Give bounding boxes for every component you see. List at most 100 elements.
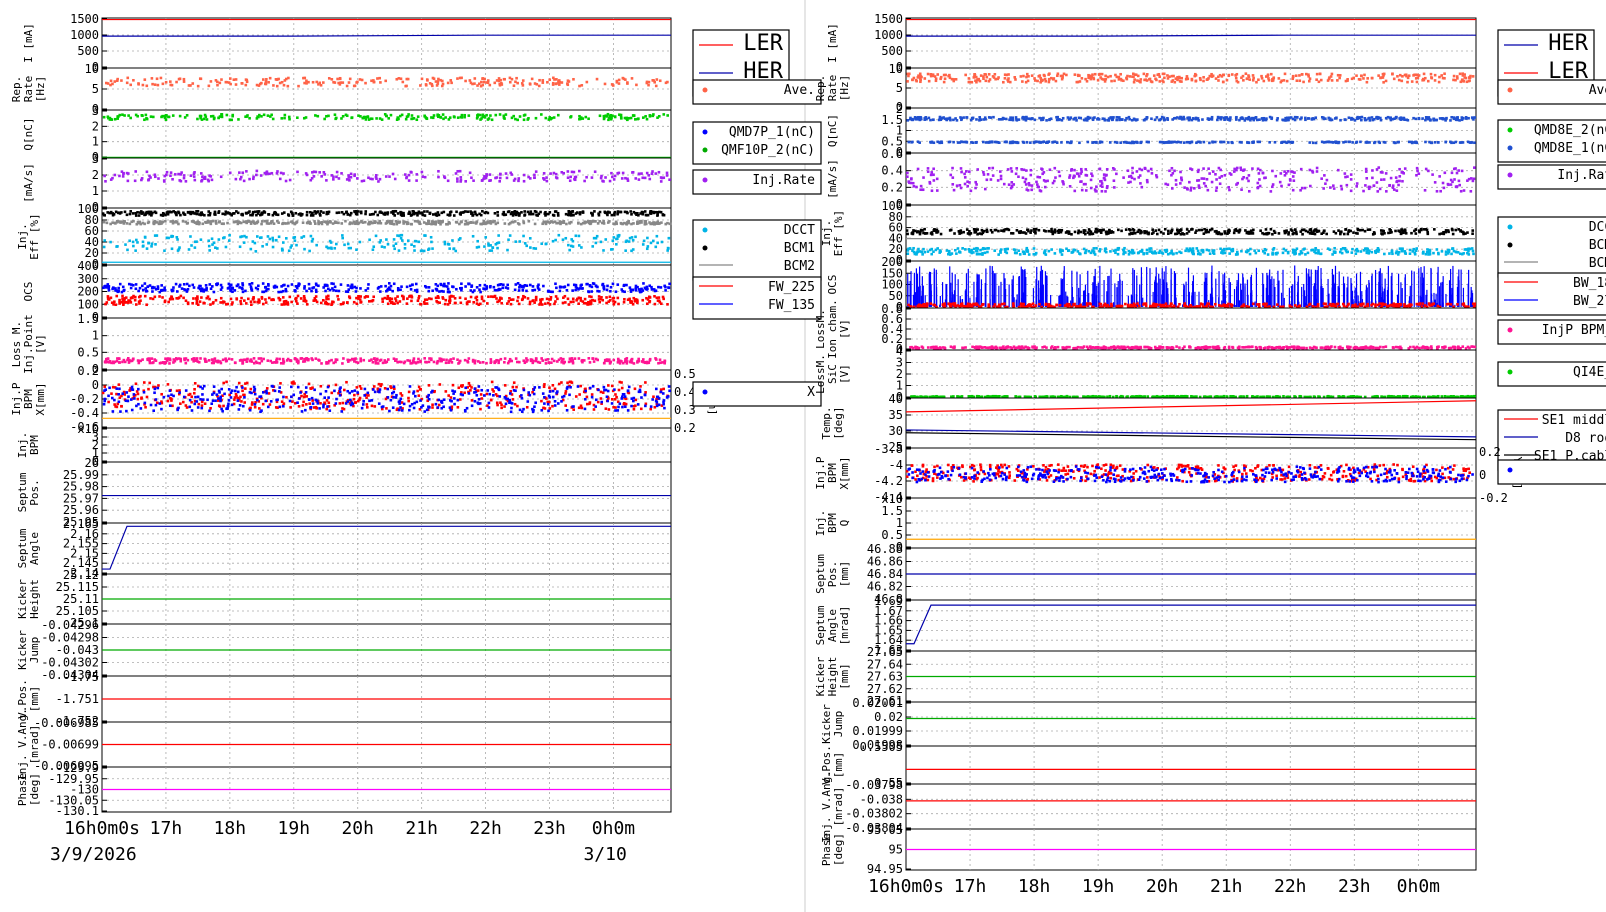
series-point	[282, 172, 285, 175]
series-point	[415, 290, 419, 294]
series-point	[527, 117, 530, 120]
series-point	[417, 240, 421, 244]
series-point	[434, 296, 438, 300]
series-point	[1279, 80, 1283, 84]
series-point	[372, 295, 375, 299]
series-point	[259, 410, 262, 414]
series-point	[574, 283, 578, 287]
series-point	[166, 383, 170, 386]
series-point	[223, 392, 226, 396]
series-point	[560, 400, 563, 403]
series-point	[1180, 76, 1184, 80]
series-point	[533, 386, 537, 389]
series-point	[423, 175, 427, 179]
series-point	[571, 405, 574, 408]
series-point	[160, 392, 163, 396]
series-point	[422, 221, 426, 224]
series-point	[497, 241, 501, 244]
series-point	[349, 172, 353, 176]
series-point	[283, 113, 287, 117]
series-point	[392, 238, 396, 241]
series-point	[1092, 77, 1096, 81]
series-point	[143, 294, 147, 298]
series-point	[1170, 74, 1174, 78]
series-point	[254, 250, 258, 253]
series-point	[126, 301, 130, 304]
series-point	[346, 290, 350, 294]
series-point	[476, 84, 479, 87]
series-point	[190, 357, 194, 361]
series-point	[1234, 76, 1238, 80]
legend-box	[692, 79, 822, 105]
series-point	[648, 177, 652, 181]
series-point	[596, 358, 600, 362]
series-point	[556, 360, 559, 363]
series-point	[354, 401, 358, 404]
series-point	[617, 359, 621, 363]
series-point	[444, 390, 448, 393]
series-point	[276, 170, 279, 173]
series-point	[1049, 76, 1053, 80]
series-point	[150, 211, 154, 215]
series-point	[1236, 80, 1240, 84]
series-point	[157, 177, 160, 180]
y-tick-label: 1500	[70, 12, 99, 26]
series-point	[190, 409, 194, 412]
series-point	[285, 395, 288, 399]
series-point	[485, 361, 488, 365]
series-point	[346, 213, 350, 216]
series-point	[196, 84, 200, 88]
series-point	[501, 212, 505, 216]
series-point	[335, 289, 338, 293]
series-point	[195, 300, 199, 303]
series-point	[1308, 79, 1311, 83]
series-point	[528, 177, 532, 180]
series-point	[105, 301, 109, 304]
series-point	[374, 174, 378, 177]
series-point	[493, 360, 497, 363]
series-point	[237, 220, 240, 224]
series-point	[152, 385, 155, 389]
series-point	[401, 80, 405, 84]
series-point	[164, 357, 168, 361]
series-point	[579, 384, 582, 388]
series-point	[458, 286, 462, 290]
series-point	[327, 401, 331, 405]
series-point	[1194, 74, 1198, 77]
series-point	[220, 286, 224, 289]
series-point	[141, 358, 144, 361]
series-point	[394, 299, 398, 303]
series-point	[598, 114, 602, 118]
series-point	[143, 282, 147, 285]
series-point	[279, 391, 283, 394]
series-point	[293, 222, 297, 226]
series-point	[362, 399, 365, 403]
series-point	[256, 300, 259, 304]
series-point	[421, 213, 425, 216]
series-point	[486, 302, 489, 305]
y-axis-label: OCS	[22, 282, 35, 302]
series-point	[591, 357, 594, 360]
series-point	[605, 296, 608, 299]
series-point	[131, 212, 135, 215]
series-point	[388, 282, 391, 285]
series-point	[642, 360, 646, 364]
series-point	[363, 220, 367, 224]
series-point	[239, 235, 242, 239]
series-point	[1267, 77, 1270, 80]
series-point	[314, 282, 318, 286]
series-point	[606, 284, 609, 288]
series-point	[632, 399, 635, 403]
series-point	[357, 294, 360, 298]
series-point	[612, 405, 615, 409]
series-point	[641, 212, 645, 216]
series-point	[498, 395, 502, 398]
series-point	[554, 300, 557, 303]
series-point	[570, 220, 573, 224]
series-point	[523, 295, 527, 299]
series-point	[568, 357, 572, 361]
series-point	[377, 285, 381, 289]
series-point	[652, 79, 656, 82]
